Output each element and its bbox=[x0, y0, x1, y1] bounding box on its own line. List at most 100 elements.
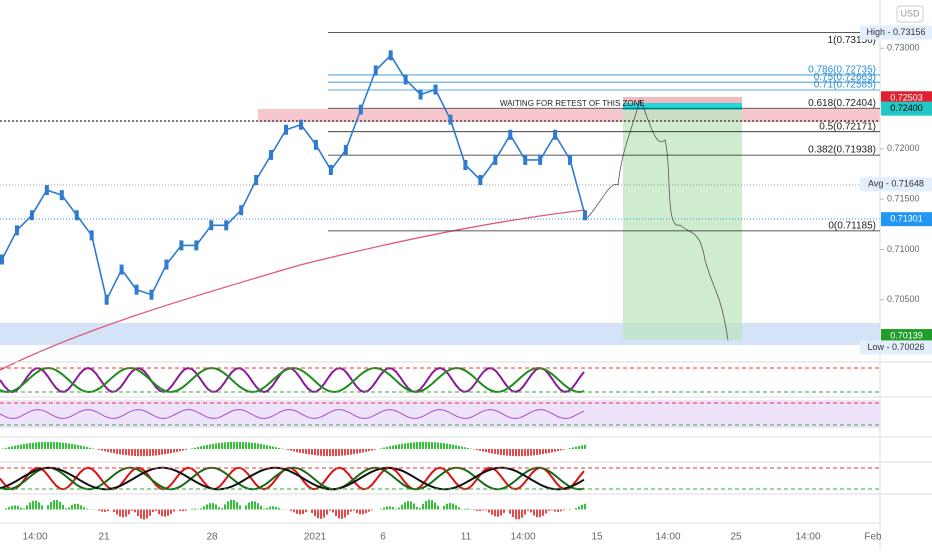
histogram-bar bbox=[449, 503, 451, 510]
x-tick-label: 14:00 bbox=[22, 532, 47, 543]
histogram-bar bbox=[518, 449, 520, 456]
price-candle bbox=[254, 175, 258, 185]
price-candle bbox=[75, 210, 79, 220]
histogram-bar bbox=[326, 510, 328, 515]
histogram-bar bbox=[11, 506, 13, 510]
histogram-bar bbox=[350, 510, 352, 512]
histogram-bar bbox=[575, 447, 577, 449]
histogram-bar bbox=[272, 446, 274, 449]
histogram-bar bbox=[62, 505, 64, 510]
histogram-bar bbox=[107, 510, 109, 512]
histogram-bar bbox=[410, 443, 412, 449]
histogram-bar bbox=[173, 510, 175, 512]
y-tick-label: 0.70500 bbox=[887, 294, 920, 304]
x-tick-label: 28 bbox=[206, 532, 218, 543]
histogram-bar bbox=[260, 506, 262, 510]
histogram-bar bbox=[410, 501, 412, 509]
histogram-bar bbox=[260, 444, 262, 449]
histogram-bar bbox=[434, 442, 436, 449]
histogram-bar bbox=[530, 449, 532, 456]
histogram-bar bbox=[263, 509, 265, 510]
fib-label: 0(0.71185) bbox=[828, 220, 876, 231]
histogram-bar bbox=[431, 442, 433, 449]
histogram-bar bbox=[197, 447, 199, 449]
histogram-bar bbox=[125, 510, 127, 517]
histogram-bar bbox=[164, 449, 166, 454]
histogram-bar bbox=[35, 501, 37, 510]
histogram-bar bbox=[497, 449, 499, 454]
x-tick-label: 2021 bbox=[304, 532, 327, 543]
histogram-bar bbox=[275, 507, 277, 510]
histogram-bar bbox=[14, 446, 16, 449]
histogram-bar bbox=[68, 443, 70, 449]
histogram-bar bbox=[584, 445, 586, 449]
histogram-bar bbox=[446, 504, 448, 510]
histogram-bar bbox=[86, 447, 88, 449]
histogram-bar bbox=[167, 510, 169, 516]
histogram-bar bbox=[299, 449, 301, 453]
histogram-bar bbox=[335, 449, 337, 456]
histogram-bar bbox=[401, 505, 403, 510]
histogram-bar bbox=[299, 510, 301, 515]
histogram-bar bbox=[521, 449, 523, 456]
histogram-bar bbox=[290, 510, 292, 511]
histogram-bar bbox=[23, 509, 25, 510]
price-badge-label: Low - 0.70026 bbox=[867, 342, 924, 352]
histogram-bar bbox=[233, 442, 235, 449]
histogram-bar bbox=[488, 449, 490, 453]
y-tick-label: 0.73000 bbox=[887, 43, 920, 53]
histogram-bar bbox=[311, 510, 313, 513]
histogram-bar bbox=[359, 510, 361, 515]
histogram-bar bbox=[158, 510, 160, 515]
histogram-bar bbox=[50, 442, 52, 449]
histogram-bar bbox=[131, 510, 133, 511]
histogram-bar bbox=[479, 449, 481, 451]
histogram-bar bbox=[65, 508, 67, 509]
x-tick-label: Feb bbox=[864, 532, 882, 543]
histogram-bar bbox=[401, 444, 403, 449]
histogram-bar bbox=[533, 449, 535, 455]
histogram-bar bbox=[257, 503, 259, 509]
histogram-bar bbox=[278, 508, 280, 509]
histogram-bar bbox=[8, 507, 10, 509]
histogram-bar bbox=[524, 449, 526, 456]
histogram-bar bbox=[428, 442, 430, 449]
histogram-bar bbox=[314, 510, 316, 517]
histogram-bar bbox=[236, 442, 238, 449]
price-candle bbox=[523, 155, 527, 165]
histogram-bar bbox=[311, 449, 313, 455]
histogram-bar bbox=[296, 449, 298, 452]
histogram-bar bbox=[398, 508, 400, 510]
histogram-bar bbox=[347, 510, 349, 515]
histogram-bar bbox=[452, 504, 454, 510]
histogram-bar bbox=[38, 442, 40, 449]
histogram-bar bbox=[323, 449, 325, 456]
histogram-bar bbox=[146, 449, 148, 456]
price-candle bbox=[269, 150, 273, 160]
histogram-bar bbox=[422, 442, 424, 449]
resistance-zone bbox=[258, 109, 880, 122]
histogram-bar bbox=[491, 510, 493, 515]
histogram-bar bbox=[26, 444, 28, 449]
histogram-bar bbox=[329, 510, 331, 511]
histogram-bar bbox=[35, 442, 37, 449]
histogram-bar bbox=[344, 449, 346, 455]
histogram-bar bbox=[74, 445, 76, 449]
annotation: WAITING FOR RETEST OF THIS ZONE bbox=[500, 99, 645, 108]
histogram-bar bbox=[539, 449, 541, 455]
histogram-bar bbox=[353, 449, 355, 454]
histogram-bar bbox=[149, 449, 151, 456]
histogram-bar bbox=[206, 504, 208, 509]
histogram-bar bbox=[179, 449, 181, 451]
histogram-bar bbox=[47, 505, 49, 509]
histogram-bar bbox=[251, 443, 253, 449]
histogram-bar bbox=[5, 508, 7, 509]
histogram-bar bbox=[305, 449, 307, 454]
price-candle bbox=[344, 145, 348, 155]
histogram-bar bbox=[542, 510, 544, 516]
histogram-bar bbox=[575, 508, 577, 509]
histogram-bar bbox=[431, 500, 433, 509]
histogram-bar bbox=[230, 500, 232, 510]
histogram-bar bbox=[386, 447, 388, 449]
